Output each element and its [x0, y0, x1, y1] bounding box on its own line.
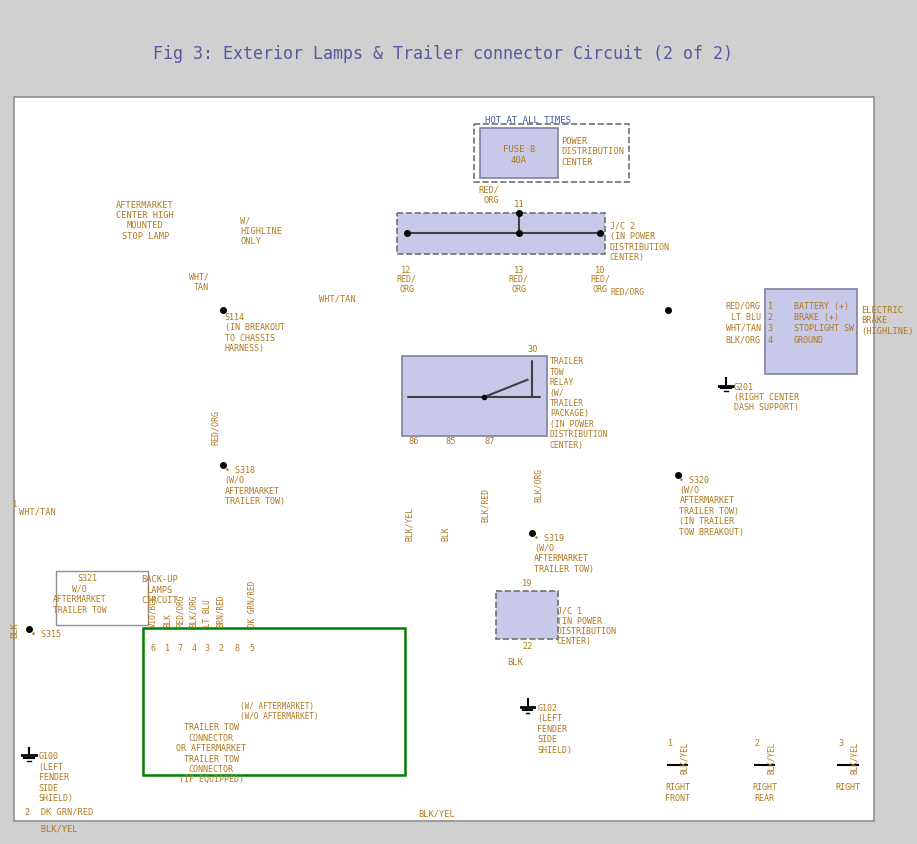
Text: POWER
DISTRIBUTION
CENTER: POWER DISTRIBUTION CENTER: [561, 137, 624, 166]
Text: RIGHT
FRONT: RIGHT FRONT: [665, 782, 691, 802]
Text: 86: 86: [408, 436, 418, 446]
Text: • S320
(W/O
AFTERMARKET
TRAILER TOW)
(IN TRAILER
TOW BREAKOUT): • S320 (W/O AFTERMARKET TRAILER TOW) (IN…: [679, 475, 745, 536]
Text: BLK/YEL: BLK/YEL: [404, 506, 414, 540]
Text: 19: 19: [523, 578, 533, 587]
Text: (W/O AFTERMARKET): (W/O AFTERMARKET): [240, 711, 319, 720]
Text: 30: 30: [527, 344, 537, 353]
Text: DK GRN/RED: DK GRN/RED: [248, 580, 256, 626]
FancyBboxPatch shape: [495, 591, 558, 640]
Text: J/C 1
(IN POWER
DISTRIBUTION
CENTER): J/C 1 (IN POWER DISTRIBUTION CENTER): [557, 605, 616, 646]
Text: W/
HIGHLINE
ONLY: W/ HIGHLINE ONLY: [240, 216, 282, 246]
Text: 3: 3: [838, 738, 843, 747]
Text: RED/ORG: RED/ORG: [175, 593, 184, 626]
Text: BLK/ORG: BLK/ORG: [189, 593, 198, 626]
Text: GROUND: GROUND: [794, 335, 823, 344]
Text: BLK/RED: BLK/RED: [481, 487, 490, 521]
Text: AFTERMARKET
CENTER HIGH
MOUNTED
STOP LAMP: AFTERMARKET CENTER HIGH MOUNTED STOP LAM…: [116, 201, 174, 241]
Text: RIGHT: RIGHT: [835, 782, 860, 792]
Text: 85: 85: [446, 436, 457, 446]
Text: BLK: BLK: [507, 657, 523, 666]
Text: WHT/TAN: WHT/TAN: [725, 323, 761, 333]
Text: TRAILER TOW
CONNECTOR
OR AFTERMARKET
TRAILER TOW
CONNECTOR
(IF EQUIPPED): TRAILER TOW CONNECTOR OR AFTERMARKET TRA…: [176, 722, 246, 783]
Text: BLK/YEL: BLK/YEL: [679, 741, 689, 773]
Text: BLK: BLK: [163, 612, 172, 626]
Text: 1: 1: [165, 643, 170, 652]
Text: S114
(IN BREAKOUT
TO CHASSIS
HARNESS): S114 (IN BREAKOUT TO CHASSIS HARNESS): [225, 312, 284, 353]
Text: BACK-UP
LAMPS
CIRCUIT: BACK-UP LAMPS CIRCUIT: [141, 575, 178, 604]
Text: 2: 2: [218, 643, 223, 652]
Text: BLK: BLK: [10, 622, 19, 637]
Text: RED/
ORG: RED/ ORG: [479, 185, 500, 204]
FancyBboxPatch shape: [765, 289, 856, 375]
Text: • S318
(W/O
AFTERMARKET
TRAILER TOW): • S318 (W/O AFTERMARKET TRAILER TOW): [225, 465, 284, 506]
Text: RED/ORG: RED/ORG: [211, 409, 220, 444]
Text: BATTERY (+): BATTERY (+): [794, 301, 849, 311]
Text: 1: 1: [768, 301, 772, 311]
Text: 2: 2: [755, 738, 760, 747]
Text: BLK/YEL: BLK/YEL: [850, 741, 859, 773]
Text: 2  DK GRN/RED: 2 DK GRN/RED: [25, 807, 94, 816]
Text: 1: 1: [668, 738, 673, 747]
Text: • S319
(W/O
AFTERMARKET
TRAILER TOW): • S319 (W/O AFTERMARKET TRAILER TOW): [535, 533, 594, 573]
Text: RED/
ORG: RED/ ORG: [509, 274, 529, 294]
Text: 8: 8: [235, 643, 239, 652]
Text: 3: 3: [204, 643, 210, 652]
Text: 10: 10: [595, 265, 605, 274]
Text: 11: 11: [514, 200, 525, 209]
Text: (W/ AFTERMARKET): (W/ AFTERMARKET): [240, 701, 314, 711]
FancyBboxPatch shape: [397, 214, 605, 255]
Text: BLK/YEL: BLK/YEL: [418, 809, 455, 818]
Text: 40A: 40A: [511, 156, 527, 165]
Text: 2: 2: [768, 313, 772, 322]
Text: BLK/YEL: BLK/YEL: [25, 823, 78, 832]
Text: G100
(LEFT
FENDER
SIDE
SHIELD): G100 (LEFT FENDER SIDE SHIELD): [39, 751, 73, 802]
Text: RED/
ORG: RED/ ORG: [591, 274, 610, 294]
Text: Fig 3: Exterior Lamps & Trailer connector Circuit (2 of 2): Fig 3: Exterior Lamps & Trailer connecto…: [153, 45, 734, 62]
Text: • S315: • S315: [31, 630, 61, 639]
Text: 6: 6: [150, 643, 155, 652]
Text: 22: 22: [523, 641, 533, 650]
Text: 12: 12: [402, 265, 412, 274]
Text: STOPLIGHT SW: STOPLIGHT SW: [794, 323, 854, 333]
Text: WHT/
TAN: WHT/ TAN: [189, 272, 209, 291]
Text: 3: 3: [768, 323, 772, 333]
Text: LT BLU: LT BLU: [203, 598, 212, 626]
Text: BLK/ORG: BLK/ORG: [535, 468, 543, 501]
Text: 1: 1: [12, 500, 17, 509]
Text: LT BLU: LT BLU: [731, 313, 761, 322]
Text: 4: 4: [768, 335, 772, 344]
Text: VIO/BLK: VIO/BLK: [149, 593, 158, 626]
Text: WHT/TAN: WHT/TAN: [19, 507, 56, 516]
Text: G102
(LEFT
FENDER
SIDE
SHIELD): G102 (LEFT FENDER SIDE SHIELD): [537, 703, 572, 754]
Text: TRAILER
TOW
RELAY
(W/
TRAILER
PACKAGE)
(IN POWER
DISTRIBUTION
CENTER): TRAILER TOW RELAY (W/ TRAILER PACKAGE) (…: [550, 357, 608, 449]
Text: 4: 4: [191, 643, 196, 652]
Text: 5: 5: [249, 643, 254, 652]
Text: BRAKE (+): BRAKE (+): [794, 313, 839, 322]
Text: WHT/TAN: WHT/TAN: [319, 294, 356, 303]
Text: G201
(RIGHT CENTER
DASH SUPPORT): G201 (RIGHT CENTER DASH SUPPORT): [734, 382, 799, 412]
Text: BRN/RED: BRN/RED: [216, 593, 226, 626]
Text: FUSE 8: FUSE 8: [503, 144, 535, 154]
Text: W/O
AFTERMARKET
TRAILER TOW: W/O AFTERMARKET TRAILER TOW: [52, 584, 106, 614]
Text: J/C 2
(IN POWER
DISTRIBUTION
CENTER): J/C 2 (IN POWER DISTRIBUTION CENTER): [610, 222, 669, 262]
Text: 13: 13: [514, 265, 524, 274]
FancyBboxPatch shape: [481, 129, 558, 179]
Text: ELECTRIC
BRAKE
(HIGHLINE): ELECTRIC BRAKE (HIGHLINE): [861, 306, 914, 335]
Text: BLK/ORG: BLK/ORG: [725, 335, 761, 344]
Text: 87: 87: [484, 436, 495, 446]
FancyBboxPatch shape: [0, 11, 888, 96]
FancyBboxPatch shape: [402, 357, 547, 436]
Text: BLK: BLK: [441, 526, 450, 540]
Text: HOT AT ALL TIMES: HOT AT ALL TIMES: [484, 116, 570, 124]
Text: S321: S321: [77, 574, 97, 582]
FancyBboxPatch shape: [14, 98, 874, 821]
Text: RIGHT
REAR: RIGHT REAR: [752, 782, 777, 802]
Text: 7: 7: [178, 643, 182, 652]
Text: RED/ORG: RED/ORG: [725, 301, 761, 311]
Text: RED/
ORG: RED/ ORG: [396, 274, 416, 294]
Text: RED/ORG: RED/ORG: [611, 287, 645, 296]
Text: BLK/YEL: BLK/YEL: [767, 741, 776, 773]
